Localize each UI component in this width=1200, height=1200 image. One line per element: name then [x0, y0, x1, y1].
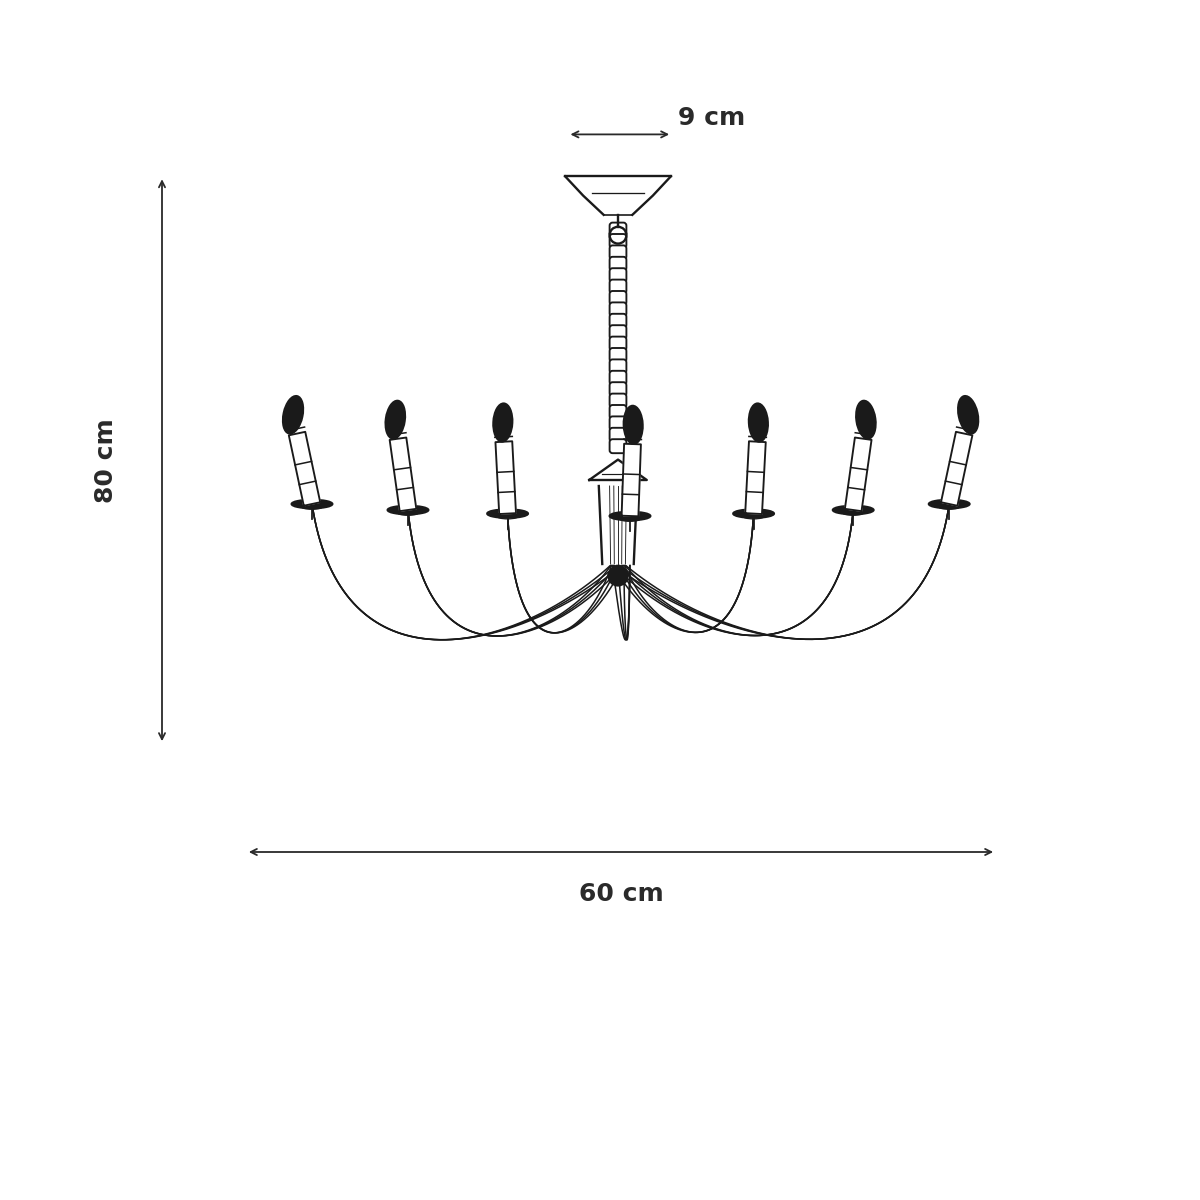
FancyBboxPatch shape [610, 416, 626, 431]
FancyBboxPatch shape [610, 394, 626, 408]
Polygon shape [622, 444, 641, 516]
Polygon shape [845, 438, 871, 511]
Ellipse shape [749, 403, 768, 442]
FancyBboxPatch shape [610, 234, 626, 248]
FancyBboxPatch shape [610, 313, 626, 328]
Ellipse shape [385, 401, 406, 439]
FancyBboxPatch shape [610, 439, 626, 454]
Ellipse shape [833, 505, 874, 514]
FancyBboxPatch shape [610, 222, 626, 236]
Polygon shape [745, 442, 766, 514]
FancyBboxPatch shape [610, 427, 626, 442]
FancyBboxPatch shape [610, 245, 626, 259]
Text: 9 cm: 9 cm [678, 106, 745, 130]
Ellipse shape [608, 566, 628, 586]
FancyBboxPatch shape [610, 348, 626, 362]
FancyBboxPatch shape [610, 382, 626, 396]
Polygon shape [589, 460, 647, 480]
FancyBboxPatch shape [610, 360, 626, 373]
Polygon shape [565, 176, 671, 215]
Ellipse shape [487, 509, 528, 518]
FancyBboxPatch shape [610, 280, 626, 294]
Ellipse shape [610, 511, 650, 521]
FancyBboxPatch shape [610, 268, 626, 282]
FancyBboxPatch shape [610, 325, 626, 340]
Ellipse shape [958, 396, 978, 433]
Ellipse shape [929, 499, 970, 509]
Polygon shape [496, 442, 516, 514]
FancyBboxPatch shape [610, 290, 626, 305]
FancyBboxPatch shape [610, 302, 626, 317]
Ellipse shape [388, 505, 428, 514]
Ellipse shape [493, 403, 512, 442]
Text: 80 cm: 80 cm [94, 418, 118, 503]
FancyBboxPatch shape [610, 371, 626, 385]
Polygon shape [599, 486, 637, 564]
Text: 60 cm: 60 cm [578, 882, 664, 906]
Ellipse shape [733, 509, 774, 518]
Ellipse shape [283, 396, 304, 433]
FancyBboxPatch shape [610, 257, 626, 271]
Ellipse shape [624, 406, 643, 444]
Polygon shape [941, 432, 972, 505]
Ellipse shape [292, 499, 332, 509]
FancyBboxPatch shape [610, 404, 626, 419]
FancyBboxPatch shape [610, 336, 626, 350]
Polygon shape [390, 438, 416, 511]
Ellipse shape [856, 401, 876, 439]
Polygon shape [289, 432, 320, 505]
